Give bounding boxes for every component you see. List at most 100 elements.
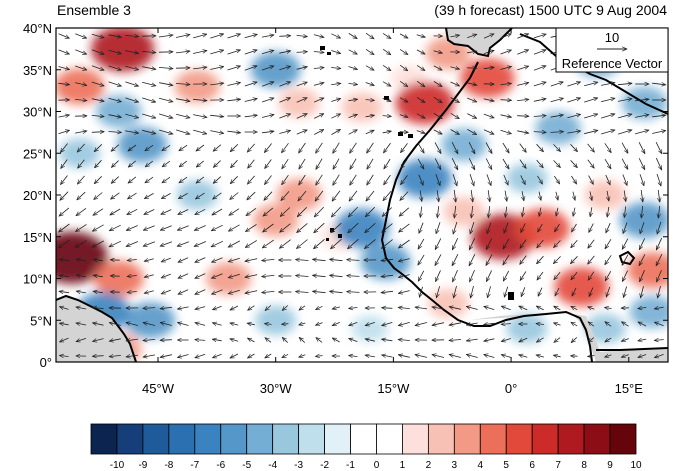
wind-arrow-244 [533, 132, 546, 133]
wind-arrow-333 [213, 176, 222, 184]
wind-arrow-307 [384, 158, 391, 169]
wind-arrow-242 [500, 129, 512, 134]
wind-arrow-235 [382, 131, 392, 133]
wind-arrow-586 [228, 289, 240, 294]
wind-arrow-383 [454, 189, 456, 202]
lat-tick-label-8: 40°N [23, 21, 52, 36]
wind-arrow-177 [617, 99, 632, 102]
colorbar-swatch-7 [272, 423, 300, 455]
wind-arrow-380 [400, 191, 409, 201]
wind-arrow-38 [91, 49, 104, 54]
wind-arrow-323 [655, 157, 663, 170]
lat-tick-label-6: 30°N [23, 105, 52, 120]
wind-arrow-248 [600, 130, 615, 135]
wind-arrow-618 [160, 307, 172, 308]
wind-arrow-581 [144, 291, 154, 294]
colorbar-swatch-8 [298, 423, 325, 455]
wind-arrow-714 [571, 337, 578, 342]
wind-arrow-154 [227, 99, 240, 101]
wind-arrow-627 [316, 306, 323, 311]
wind-arrow-140 [601, 83, 615, 86]
wind-arrow-448 [331, 222, 342, 233]
wind-arrow-545 [144, 275, 154, 278]
wind-arrow-93 [416, 65, 425, 70]
wind-arrow-723 [109, 355, 121, 356]
wind-arrow-281 [553, 144, 561, 151]
wind-arrow-549 [212, 273, 223, 278]
wind-arrow-715 [588, 337, 595, 343]
wind-arrow-752 [605, 355, 612, 357]
wind-arrow-408 [263, 207, 274, 216]
wind-arrow-565 [486, 270, 492, 281]
lon-tick-label-1: 30°W [260, 381, 293, 396]
anomaly-blob-5 [117, 126, 168, 163]
wind-arrow-692 [195, 340, 206, 341]
lon-tick-label-4: 15°E [615, 381, 644, 396]
wind-arrow-283 [587, 143, 595, 152]
wind-arrow-406 [229, 208, 240, 216]
wind-arrow-523 [381, 259, 394, 260]
wind-arrow-552 [262, 275, 275, 276]
wind-arrow-590 [296, 292, 309, 293]
wind-arrow-255 [111, 144, 120, 152]
wind-arrow-381 [420, 190, 422, 202]
wind-arrow-402 [161, 209, 172, 215]
anomaly-blob-33 [125, 302, 176, 339]
wind-arrow-722 [92, 356, 104, 357]
colorbar-label-11: 1 [400, 460, 406, 471]
south-america-coast [56, 294, 137, 362]
wind-arrow-422 [505, 206, 506, 218]
wind-arrow-662 [299, 323, 306, 325]
wind-arrow-755 [654, 354, 664, 357]
anomaly-blob-4 [58, 138, 101, 169]
wind-arrow-495 [520, 239, 527, 249]
wind-arrow-614 [92, 307, 104, 308]
colorbar-swatch-16 [505, 423, 533, 455]
colorbar-swatch-4 [194, 423, 222, 455]
colorbar-label-20: 10 [630, 460, 642, 471]
wind-arrow-234 [365, 130, 374, 135]
wind-arrow-464 [605, 222, 611, 233]
wind-arrow-350 [503, 174, 509, 185]
wind-arrow-165 [416, 96, 425, 102]
wind-arrow-325 [77, 175, 85, 184]
wind-arrow-182 [91, 115, 104, 116]
wind-arrow-275 [451, 142, 459, 154]
wind-arrow-461 [555, 223, 560, 232]
wind-arrow-574 [639, 270, 645, 282]
wind-arrow-695 [248, 338, 255, 343]
wind-arrow-262 [230, 144, 239, 151]
wind-arrow-269 [350, 142, 357, 153]
anomaly-blob-42 [443, 196, 485, 227]
wind-arrow-410 [297, 207, 307, 216]
wind-arrow-623 [248, 305, 255, 311]
wind-arrow-236 [399, 132, 409, 133]
wind-arrow-546 [161, 273, 171, 278]
wind-arrow-405 [212, 208, 223, 215]
wind-arrow-256 [128, 144, 137, 151]
wind-arrow-708 [466, 339, 478, 341]
wind-arrow-100 [533, 66, 546, 71]
wind-arrow-26 [500, 33, 512, 39]
wind-arrow-611 [658, 285, 661, 298]
wind-arrow-421 [488, 206, 489, 218]
wind-arrow-97 [483, 67, 494, 68]
wind-arrow-356 [605, 174, 611, 185]
lake-volta [508, 292, 514, 300]
wind-arrow-250 [634, 130, 649, 135]
wind-arrow-538 [638, 254, 646, 265]
wind-arrow-676 [536, 324, 545, 325]
wind-arrow-117 [210, 83, 224, 85]
wind-arrow-398 [93, 208, 104, 216]
wind-arrow-247 [584, 130, 598, 135]
wind-arrow-457 [487, 222, 492, 233]
anomaly-blob-10 [176, 180, 218, 210]
wind-arrow-497 [554, 240, 561, 247]
wind-arrow-391 [590, 191, 592, 200]
wind-arrow-685 [76, 338, 87, 341]
wind-arrow-502 [638, 238, 646, 249]
wind-arrow-56 [399, 49, 408, 54]
anomaly-blob-41 [629, 295, 668, 329]
wind-arrow-172 [533, 99, 546, 102]
wind-arrow-563 [453, 269, 458, 282]
